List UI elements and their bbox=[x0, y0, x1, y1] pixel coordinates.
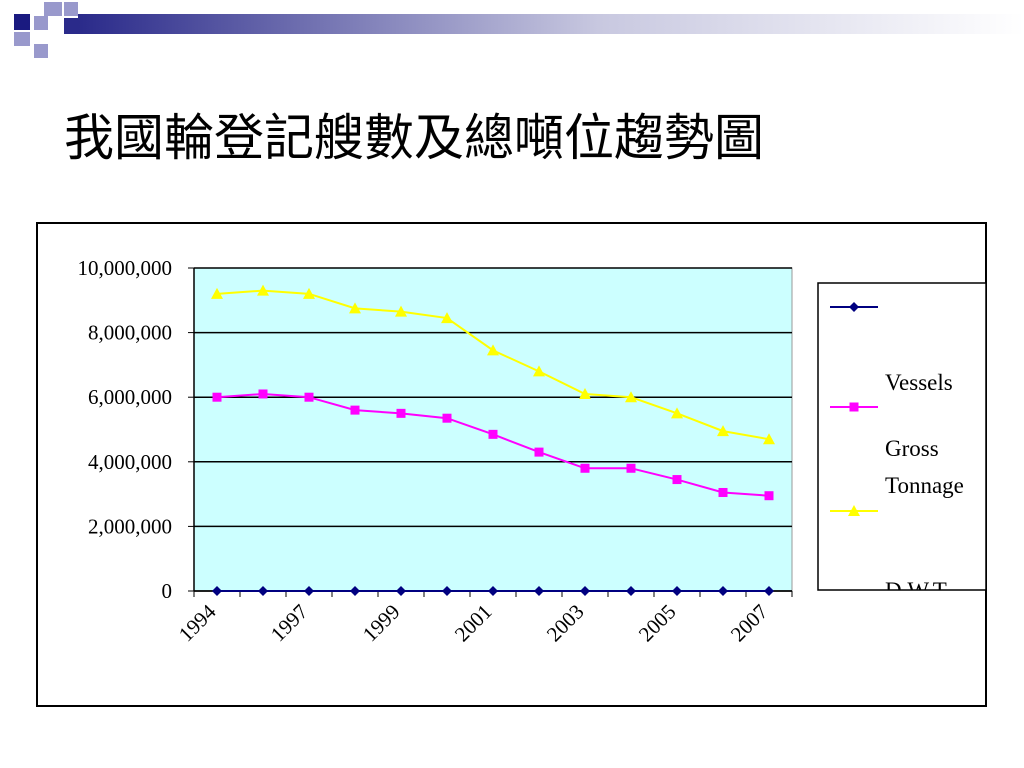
diamond-marker bbox=[258, 586, 268, 596]
diamond-marker bbox=[212, 586, 222, 596]
diamond-marker bbox=[672, 586, 682, 596]
square-marker bbox=[396, 408, 406, 418]
legend-label-line: Tonnage bbox=[885, 473, 964, 498]
y-tick-label: 6,000,000 bbox=[88, 385, 172, 409]
decoration-square bbox=[14, 14, 30, 30]
decoration-square bbox=[64, 18, 78, 34]
triangle-marker bbox=[441, 312, 453, 324]
triangle-marker bbox=[579, 387, 591, 399]
square-marker bbox=[580, 463, 590, 473]
diamond-marker bbox=[764, 586, 774, 596]
triangle-marker bbox=[395, 305, 407, 317]
slide-decoration bbox=[14, 2, 1024, 58]
square-marker bbox=[626, 463, 636, 473]
legend: Vessels Gross Tonnage D.W.T bbox=[817, 282, 987, 603]
square-marker bbox=[304, 392, 314, 402]
diamond-marker bbox=[849, 302, 859, 312]
series-group bbox=[211, 284, 775, 596]
diamond-marker bbox=[396, 586, 406, 596]
series-vessels bbox=[212, 586, 774, 596]
square-marker bbox=[672, 475, 682, 485]
plot-area bbox=[193, 267, 793, 592]
triangle-marker bbox=[717, 425, 729, 437]
triangle-marker bbox=[625, 391, 637, 403]
decoration-square bbox=[34, 44, 48, 58]
square-marker bbox=[718, 487, 728, 497]
diamond-marker bbox=[350, 586, 360, 596]
y-tick-label: 8,000,000 bbox=[88, 321, 172, 345]
triangle-marker bbox=[848, 505, 860, 516]
legend-frame bbox=[817, 282, 987, 591]
legend-label-line: Gross bbox=[885, 436, 939, 461]
triangle-marker bbox=[533, 365, 545, 377]
diamond-marker bbox=[534, 586, 544, 596]
triangle-marker bbox=[211, 287, 223, 299]
decoration-square bbox=[44, 2, 62, 16]
square-marker bbox=[534, 447, 544, 457]
diamond-marker bbox=[304, 586, 314, 596]
triangle-marker bbox=[257, 284, 269, 296]
square-marker bbox=[258, 389, 268, 399]
diamond-marker bbox=[442, 586, 452, 596]
legend-label: D.W.T bbox=[885, 578, 947, 603]
decoration-square bbox=[34, 16, 48, 30]
series-gross-tonnage bbox=[212, 389, 774, 501]
square-marker bbox=[764, 491, 774, 501]
diamond-marker bbox=[488, 586, 498, 596]
decoration-square bbox=[14, 32, 30, 46]
diamond-marker bbox=[718, 586, 728, 596]
square-marker bbox=[212, 392, 222, 402]
y-tick-label: 0 bbox=[162, 579, 173, 603]
y-tick-label: 2,000,000 bbox=[88, 514, 172, 538]
square-marker bbox=[442, 413, 452, 423]
decoration-square bbox=[64, 2, 78, 16]
square-marker bbox=[849, 402, 859, 412]
square-marker bbox=[350, 405, 360, 415]
legend-label: Gross Tonnage bbox=[885, 436, 964, 498]
decoration-bar bbox=[78, 14, 1024, 34]
legend-label: Vessels bbox=[885, 370, 953, 395]
triangle-marker bbox=[763, 433, 775, 445]
y-tick-label: 10,000,000 bbox=[78, 256, 173, 280]
square-marker bbox=[488, 429, 498, 439]
y-tick-labels: 0 2,000,000 4,000,000 6,000,000 8,000,000 10,… bbox=[78, 256, 173, 603]
diamond-marker bbox=[626, 586, 636, 596]
triangle-marker bbox=[487, 344, 499, 356]
triangle-marker bbox=[671, 407, 683, 419]
triangle-marker bbox=[303, 287, 315, 299]
diamond-marker bbox=[580, 586, 590, 596]
series-d-w-t bbox=[211, 284, 775, 445]
y-tick-label: 4,000,000 bbox=[88, 450, 172, 474]
slide-title: 我國輪登記艘數及總噸位趨勢圖 bbox=[64, 109, 764, 167]
triangle-marker bbox=[349, 302, 361, 314]
